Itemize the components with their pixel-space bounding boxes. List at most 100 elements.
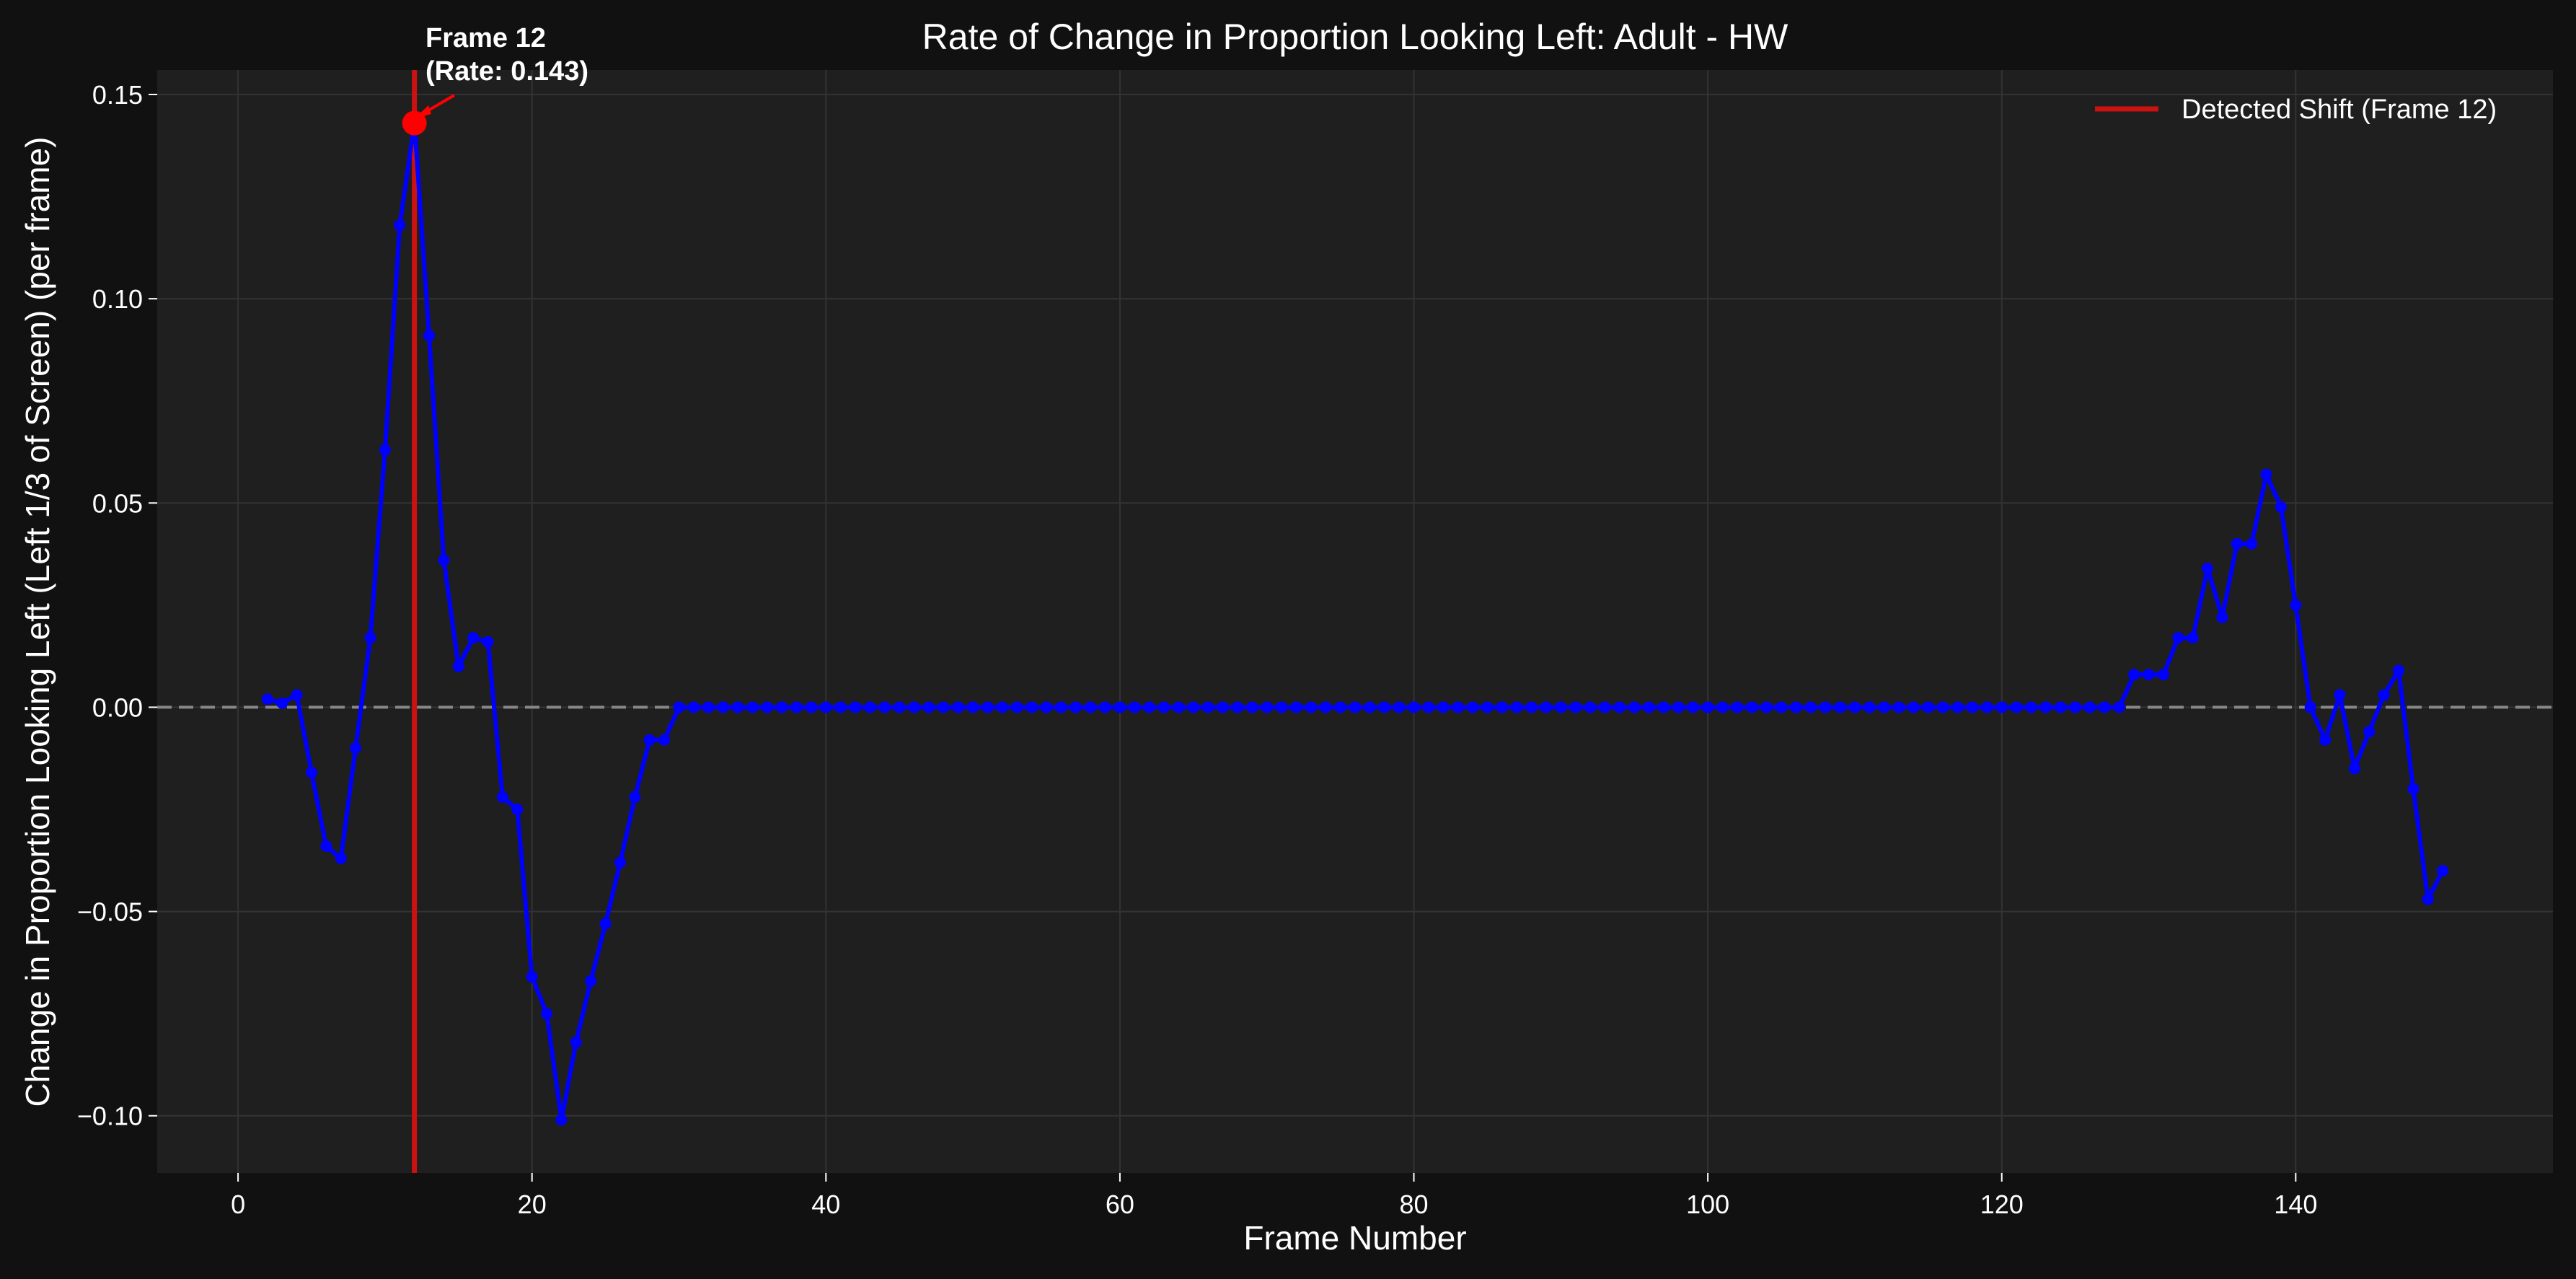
x-axis-ticks: 0 20 40 60 80 100 120 140 [231,1173,2317,1219]
data-point [938,701,950,713]
data-point [1555,701,1567,713]
data-point [894,701,906,713]
data-point [2290,599,2302,611]
x-tick-label: 0 [231,1190,245,1219]
data-point [320,840,332,852]
y-tick-label: −0.10 [77,1102,143,1131]
y-tick-label: 0.00 [92,693,143,722]
data-point [834,701,847,713]
y-tick-label: 0.15 [92,80,143,110]
data-point [2275,501,2287,513]
data-point [746,701,759,713]
x-tick-label: 120 [1980,1190,2024,1219]
data-point [1525,701,1538,713]
data-point [614,856,626,869]
data-point [1687,701,1699,713]
data-point [673,701,685,713]
data-point [1085,701,1097,713]
data-point [1187,701,1199,713]
legend-label-detected-shift: Detected Shift (Frame 12) [2182,95,2497,125]
data-point [1231,701,1243,713]
data-point [850,701,862,713]
data-point [1702,701,1714,713]
data-point [1437,701,1450,713]
data-point [350,742,362,755]
data-point [732,701,744,713]
data-point [1099,701,1111,713]
y-tick-label: 0.10 [92,284,143,314]
data-point [1863,701,1876,713]
data-point [2099,701,2111,713]
data-point [1481,701,1494,713]
y-tick-label: −0.05 [77,897,143,927]
data-point [717,701,729,713]
data-point [599,918,612,930]
data-point [1907,701,1920,713]
data-point [2011,701,2023,713]
data-point [1320,701,1332,713]
data-point [2055,701,2067,713]
data-point [878,701,891,713]
data-point [2143,669,2155,681]
y-axis-label: Change in Proportion Looking Left (Left … [19,137,56,1107]
data-point [702,701,715,713]
data-point [2113,701,2125,713]
data-point [1334,701,1346,713]
data-point [1995,701,2008,713]
x-tick-label: 40 [811,1190,840,1219]
data-point [2069,701,2081,713]
data-point [2216,611,2228,623]
data-point [2231,537,2243,550]
x-tick-label: 100 [1686,1190,1729,1219]
data-point [1951,701,1964,713]
data-point [496,791,508,804]
data-point [2025,701,2037,713]
data-point [1790,701,1802,713]
data-point [629,791,641,804]
data-point [1246,701,1258,713]
data-point [952,701,964,713]
data-point [2319,734,2332,746]
data-point [1511,701,1523,713]
data-point [2334,689,2346,701]
data-point [1981,701,1993,713]
data-point [1760,701,1773,713]
data-point [1584,701,1597,713]
legend: Detected Shift (Frame 12) [2095,95,2497,125]
data-point [1613,701,1626,713]
data-point [967,701,979,713]
data-point [305,767,317,779]
data-point [1643,701,1655,713]
data-point [982,701,994,713]
data-point [996,701,1008,713]
data-point [1290,701,1302,713]
data-point [761,701,773,713]
data-point [1731,701,1743,713]
data-point [2039,701,2052,713]
data-point [364,632,376,644]
data-point [1776,701,1788,713]
data-point [276,697,288,709]
data-point [1202,701,1214,713]
data-point [1173,701,1185,713]
data-point [2407,783,2420,795]
x-axis-label: Frame Number [1243,1219,1466,1257]
annotation-frame-label: Frame 12 [425,23,546,53]
data-point [335,852,347,864]
data-point [1628,701,1641,713]
data-point [1922,701,1934,713]
data-point [482,636,494,648]
data-point [1393,701,1406,713]
data-point [2172,632,2184,644]
data-point [2202,562,2214,574]
data-point [790,701,803,713]
data-point [908,701,920,713]
data-point [1893,701,1905,713]
y-axis-ticks: −0.10 −0.05 0.00 0.05 0.10 0.15 [77,80,157,1131]
annotation-rate-label: (Rate: 0.143) [425,56,588,87]
data-point [864,701,876,713]
data-point [1569,701,1582,713]
data-point [2084,701,2096,713]
data-point [2422,893,2434,905]
